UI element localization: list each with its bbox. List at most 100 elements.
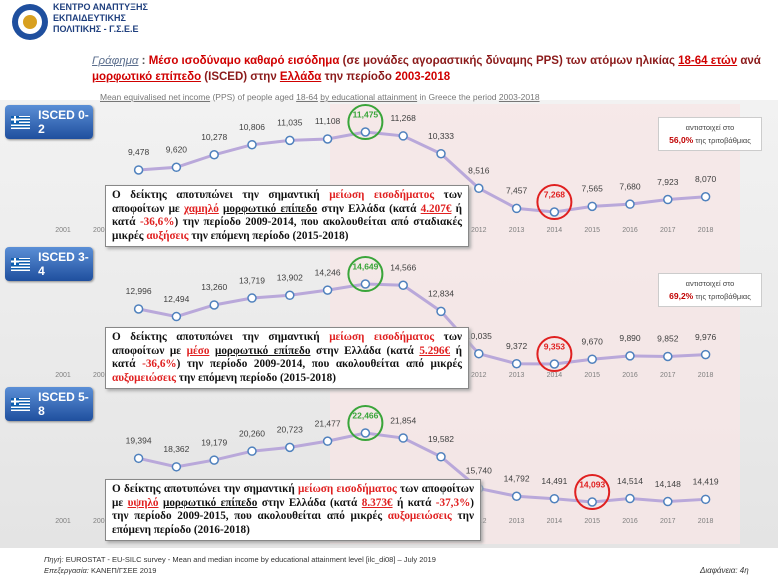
footer: Πηγή: EUROSTAT - EU-SILC survey - Mean a… xyxy=(44,554,436,576)
chart-title-box: ISCED 5-8 xyxy=(5,387,93,421)
source-label: Πηγή: xyxy=(44,555,64,564)
annotation-part: ) την περίοδο 2009-2014, που ακολουθείτα… xyxy=(112,216,462,242)
x-tick-label: 2017 xyxy=(660,227,676,234)
x-tick-label: 2002 xyxy=(93,227,109,234)
marker xyxy=(322,436,333,446)
x-tick-label: 2018 xyxy=(698,227,714,234)
marker xyxy=(474,183,484,194)
value-label: 9,976 xyxy=(695,332,717,342)
marker xyxy=(360,279,371,289)
note-value: 69,2% xyxy=(669,291,694,301)
value-label: 21,477 xyxy=(315,418,341,428)
value-label: 11,108 xyxy=(315,116,341,126)
annotation-part: την επόμενη περίοδο (2015-2018) xyxy=(188,229,349,242)
marker xyxy=(398,280,408,291)
line xyxy=(138,130,706,214)
annotation-part: 8.373€ xyxy=(361,496,393,509)
highlight xyxy=(347,405,384,441)
value-label: 7,457 xyxy=(506,186,528,196)
title-part: μορφωτικό επίπεδο xyxy=(92,71,202,83)
flag xyxy=(11,115,31,129)
value-label: 10,278 xyxy=(201,132,227,142)
x-tick-label: 2002 xyxy=(93,372,109,379)
title-part: Ελλάδα xyxy=(279,71,322,83)
marker xyxy=(663,496,673,507)
title: Γράφημα : Μέσο ισοδύναμο καθαρό εισόδημα… xyxy=(92,53,762,85)
value-label: 12,996 xyxy=(126,286,152,296)
marker xyxy=(360,127,371,137)
value-label: 11,035 xyxy=(277,118,303,128)
title-label: Γράφημα xyxy=(92,55,139,67)
marker xyxy=(209,150,219,160)
value-label: 8,516 xyxy=(468,166,490,176)
x-tick-label: 2015 xyxy=(584,227,600,234)
note: αντιστοιχεί στο 69,2% της τριτοβάθμιας xyxy=(658,273,762,307)
annotation-part: μορφωτικό επίπεδο xyxy=(223,202,318,215)
annotation-part: ) την περίοδο 2009-2015, που ακολουθείτα… xyxy=(112,496,474,523)
processing: ΚΑΝΕΠ/ΓΣΕΕ 2019 xyxy=(90,566,157,575)
marker xyxy=(625,351,635,361)
subtitle-part: in Greece the period xyxy=(419,92,497,102)
marker xyxy=(398,131,408,141)
marker xyxy=(171,311,182,322)
value-label: 11,268 xyxy=(391,113,417,123)
subtitle-part: Mean equivalised net income xyxy=(100,92,211,102)
marker xyxy=(322,285,333,295)
subtitle-part: by educational attainment xyxy=(320,92,418,102)
x-tick-label: 2017 xyxy=(660,518,676,525)
subtitle: Mean equivalised net income (PPS) of peo… xyxy=(100,92,540,102)
annotation-part: ή κατά xyxy=(392,496,436,509)
logo-text: ΚΕΝΤΡΟ ΑΝΑΠΤΥΞΗΣ ΕΚΠΑΙΔΕΥΤΙΚΗΣ ΠΟΛΙΤΙΚΗΣ… xyxy=(53,2,148,35)
value-label: 9,478 xyxy=(128,147,150,157)
value-label: 20,260 xyxy=(239,428,265,438)
subtitle-part: (PPS) of people aged xyxy=(212,92,294,102)
flag xyxy=(11,257,31,271)
marker xyxy=(663,351,673,362)
chart-title: ISCED 0-2 xyxy=(38,108,89,136)
value-label: 14,148 xyxy=(655,479,681,489)
marker xyxy=(133,165,144,175)
annotation-part: αυξομειώσεις xyxy=(387,510,452,522)
value-label: 20,723 xyxy=(277,425,303,435)
annotation-part: αυξήσεις xyxy=(146,229,189,242)
line xyxy=(138,282,706,366)
subtitle-part: 2003-2018 xyxy=(498,92,540,102)
marker xyxy=(247,139,257,150)
annotation-part: -36,6% xyxy=(139,216,175,228)
value-label: 10,806 xyxy=(239,122,265,132)
marker xyxy=(549,359,560,369)
value-label: 10,035 xyxy=(466,331,492,341)
logo-emblem xyxy=(23,15,37,29)
marker xyxy=(625,493,635,504)
processing-label: Επεξεργασία: xyxy=(44,566,89,575)
annotation: Ο δείκτης αποτυπώνει την σημαντική μείωσ… xyxy=(105,185,469,247)
x-tick-label: 2013 xyxy=(509,227,525,234)
value-label: 13,260 xyxy=(201,282,227,292)
x-tick-label: 2015 xyxy=(584,518,600,525)
marker xyxy=(436,306,446,317)
marker xyxy=(700,349,711,360)
value-label: 18,362 xyxy=(163,444,189,454)
value-label: 13,902 xyxy=(277,273,303,283)
value-label: 9,372 xyxy=(506,341,528,351)
marker xyxy=(398,433,408,443)
marker xyxy=(474,348,484,359)
value-label: 7,565 xyxy=(582,184,604,194)
marker xyxy=(511,358,522,369)
value-label: 9,852 xyxy=(657,334,679,344)
chart-title: ISCED 5-8 xyxy=(38,390,89,418)
value-label: 14,093 xyxy=(579,479,605,489)
subtitle-part: 18-64 xyxy=(296,92,318,102)
highlight xyxy=(347,256,384,292)
chart-title-box: ISCED 3-4 xyxy=(5,247,93,281)
annotation-part: 5.296€ xyxy=(419,344,451,357)
value-label: 14,514 xyxy=(617,476,643,486)
value-label: 13,719 xyxy=(239,275,265,285)
value-label: 12,494 xyxy=(163,294,189,304)
note-text: της τριτοβάθμιας xyxy=(695,292,751,301)
marker xyxy=(171,162,182,173)
value-label: 7,268 xyxy=(544,189,566,199)
logo-line: ΠΟΛΙΤΙΚΗΣ - Γ.Σ.Ε.Ε xyxy=(53,24,139,34)
highlight xyxy=(347,104,384,140)
